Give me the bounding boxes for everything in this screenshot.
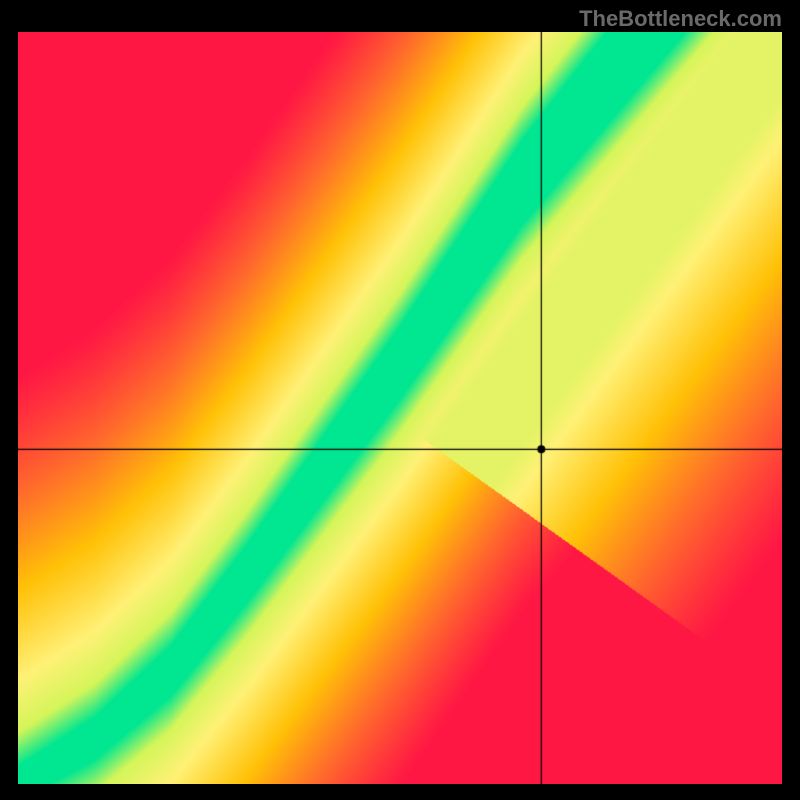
heatmap-canvas <box>18 32 782 784</box>
watermark-text: TheBottleneck.com <box>579 6 782 32</box>
chart-container: TheBottleneck.com <box>0 0 800 800</box>
heatmap-plot <box>18 32 782 784</box>
